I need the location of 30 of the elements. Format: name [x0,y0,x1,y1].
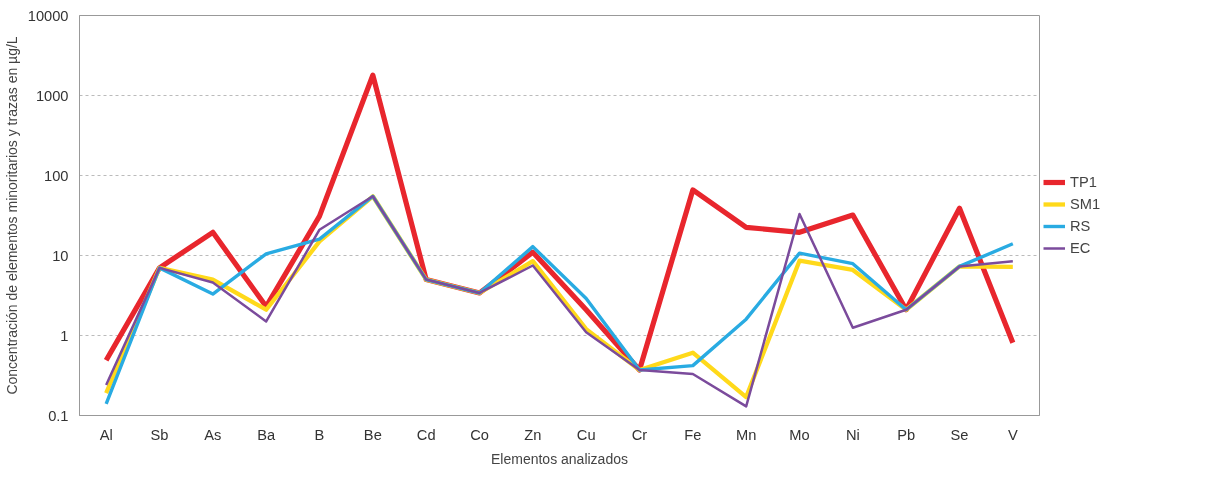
y-tick-label: 1000 [35,87,69,104]
legend-label: TP1 [1070,174,1097,190]
x-tick-label: Zn [524,426,542,443]
x-tick-label: Se [950,426,969,443]
y-tick-label: 1 [60,327,69,344]
x-tick-label: V [1007,426,1018,443]
y-tick-label: 0.1 [48,407,69,424]
x-tick-label: Fe [684,426,702,443]
x-tick-label: Co [470,426,489,443]
x-tick-label: Al [99,426,113,443]
x-tick-label: Pb [897,426,916,443]
x-tick-label: Sb [150,426,169,443]
x-tick-label: Be [363,426,382,443]
y-tick-label: 100 [44,167,69,184]
y-tick-label: 10000 [27,7,69,24]
x-tick-label: Ba [257,426,276,443]
x-tick-label: Mo [789,426,810,443]
legend-label: EC [1070,240,1091,256]
x-tick-label: Ni [845,426,860,443]
x-tick-label: Cd [416,426,436,443]
y-axis-title: Concentración de elementos minoritarios y trazas en µg/L [3,36,20,395]
x-tick-label: Mn [735,426,757,443]
x-tick-label: B [314,426,325,443]
legend-label: SM1 [1070,196,1101,212]
x-tick-label: Cu [576,426,596,443]
y-tick-label: 10 [52,247,69,264]
x-tick-label: As [204,426,222,443]
x-axis-title: Elementos analizados [491,450,628,467]
x-tick-label: Cr [631,426,648,443]
legend-label: RS [1070,218,1091,234]
